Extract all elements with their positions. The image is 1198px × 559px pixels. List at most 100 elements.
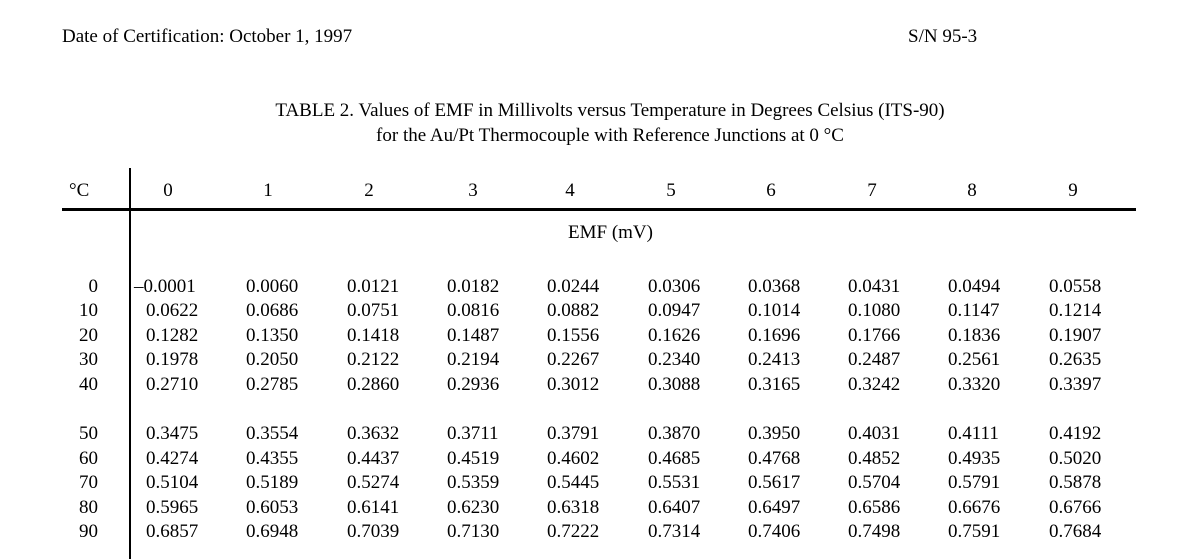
emf-cell: 0.5274 [347,472,400,493]
emf-cell: 0.5878 [1049,472,1102,493]
emf-cell: 0.5359 [447,472,500,493]
emf-cell: 0.3554 [246,423,299,444]
emf-cell: 0.1350 [246,325,299,346]
emf-cell: 0.7406 [748,521,801,542]
emf-cell: 0.3870 [648,423,701,444]
emf-unit-label: EMF (mV) [568,222,653,243]
emf-cell: 0.0816 [447,300,500,321]
column-header: 2 [364,180,374,201]
column-header: 1 [263,180,273,201]
row-temperature-label: 30 [79,349,98,370]
emf-cell: 0.6857 [146,521,199,542]
emf-cell: 0.1907 [1049,325,1102,346]
emf-cell: 0.1487 [447,325,500,346]
emf-cell: 0.2194 [447,349,500,370]
emf-cell: 0.1147 [948,300,1000,321]
emf-cell: 0.6407 [648,497,701,518]
emf-cell: 0.4274 [146,448,199,469]
emf-cell: 0.4437 [347,448,400,469]
emf-cell: 0.2122 [347,349,400,370]
emf-cell: 0.0947 [648,300,701,321]
emf-cell: 0.4031 [848,423,901,444]
emf-cell: 0.3320 [948,374,1001,395]
emf-cell: 0.5965 [146,497,199,518]
emf-cell: 0.4519 [447,448,500,469]
emf-cell: 0.0622 [146,300,199,321]
emf-cell: 0.4852 [848,448,901,469]
emf-cell: 0.3242 [848,374,901,395]
emf-cell: 0.2860 [347,374,400,395]
emf-cell: –0.0001 [134,276,196,297]
emf-cell: 0.3632 [347,423,400,444]
table-caption-line1: TABLE 2. Values of EMF in Millivolts ver… [275,100,945,121]
emf-cell: 0.1556 [547,325,600,346]
emf-cell: 0.1214 [1049,300,1102,321]
emf-cell: 0.5445 [547,472,600,493]
column-header: 7 [867,180,877,201]
emf-cell: 0.7684 [1049,521,1102,542]
emf-cell: 0.0686 [246,300,299,321]
emf-cell: 0.5189 [246,472,299,493]
emf-cell: 0.2785 [246,374,299,395]
emf-cell: 0.7591 [948,521,1001,542]
emf-cell: 0.1626 [648,325,701,346]
row-temperature-label: 40 [79,374,98,395]
row-temperature-label: 50 [79,423,98,444]
emf-cell: 0.1766 [848,325,901,346]
emf-cell: 0.4685 [648,448,701,469]
emf-cell: 0.5104 [146,472,199,493]
emf-cell: 0.7130 [447,521,500,542]
emf-cell: 0.0751 [347,300,400,321]
emf-cell: 0.6318 [547,497,600,518]
emf-cell: 0.2050 [246,349,299,370]
emf-cell: 0.4355 [246,448,299,469]
emf-cell: 0.5020 [1049,448,1102,469]
column-header: 8 [967,180,977,201]
emf-cell: 0.7039 [347,521,400,542]
table-caption-line2: for the Au/Pt Thermocouple with Referenc… [376,125,844,146]
emf-cell: 0.3088 [648,374,701,395]
row-temperature-label: 80 [79,497,98,518]
emf-cell: 0.3012 [547,374,600,395]
emf-cell: 0.2635 [1049,349,1102,370]
emf-cell: 0.1014 [748,300,801,321]
emf-cell: 0.0306 [648,276,701,297]
emf-cell: 0.3165 [748,374,801,395]
emf-cell: 0.3711 [447,423,499,444]
emf-cell: 0.6141 [347,497,400,518]
emf-cell: 0.4192 [1049,423,1102,444]
column-header: 3 [468,180,478,201]
column-header: 5 [666,180,676,201]
emf-cell: 0.4935 [948,448,1001,469]
row-temperature-label: 60 [79,448,98,469]
emf-cell: 0.0121 [347,276,400,297]
serial-number: S/N 95-3 [908,26,978,47]
emf-cell: 0.6230 [447,497,500,518]
certification-date: Date of Certification: October 1, 1997 [62,26,353,47]
emf-cell: 0.3397 [1049,374,1102,395]
column-header: 0 [163,180,173,201]
emf-cell: 0.0060 [246,276,299,297]
emf-cell: 0.6497 [748,497,801,518]
emf-cell: 0.0494 [948,276,1001,297]
emf-cell: 0.0882 [547,300,600,321]
emf-cell: 0.0244 [547,276,600,297]
column-header: 9 [1068,180,1078,201]
emf-cell: 0.2487 [848,349,901,370]
emf-cell: 0.2267 [547,349,600,370]
row-temperature-label: 10 [79,300,98,321]
emf-cell: 0.3950 [748,423,801,444]
emf-cell: 0.1836 [948,325,1001,346]
emf-cell: 0.6676 [948,497,1001,518]
emf-cell: 0.1978 [146,349,199,370]
emf-cell: 0.5704 [848,472,901,493]
emf-cell: 0.0368 [748,276,801,297]
emf-cell: 0.4768 [748,448,801,469]
emf-cell: 0.7498 [848,521,901,542]
row-temperature-label: 20 [79,325,98,346]
emf-cell: 0.3475 [146,423,199,444]
column-header: 4 [565,180,575,201]
row-temperature-label: 70 [79,472,98,493]
emf-cell: 0.7222 [547,521,600,542]
header-rule [62,208,1136,211]
